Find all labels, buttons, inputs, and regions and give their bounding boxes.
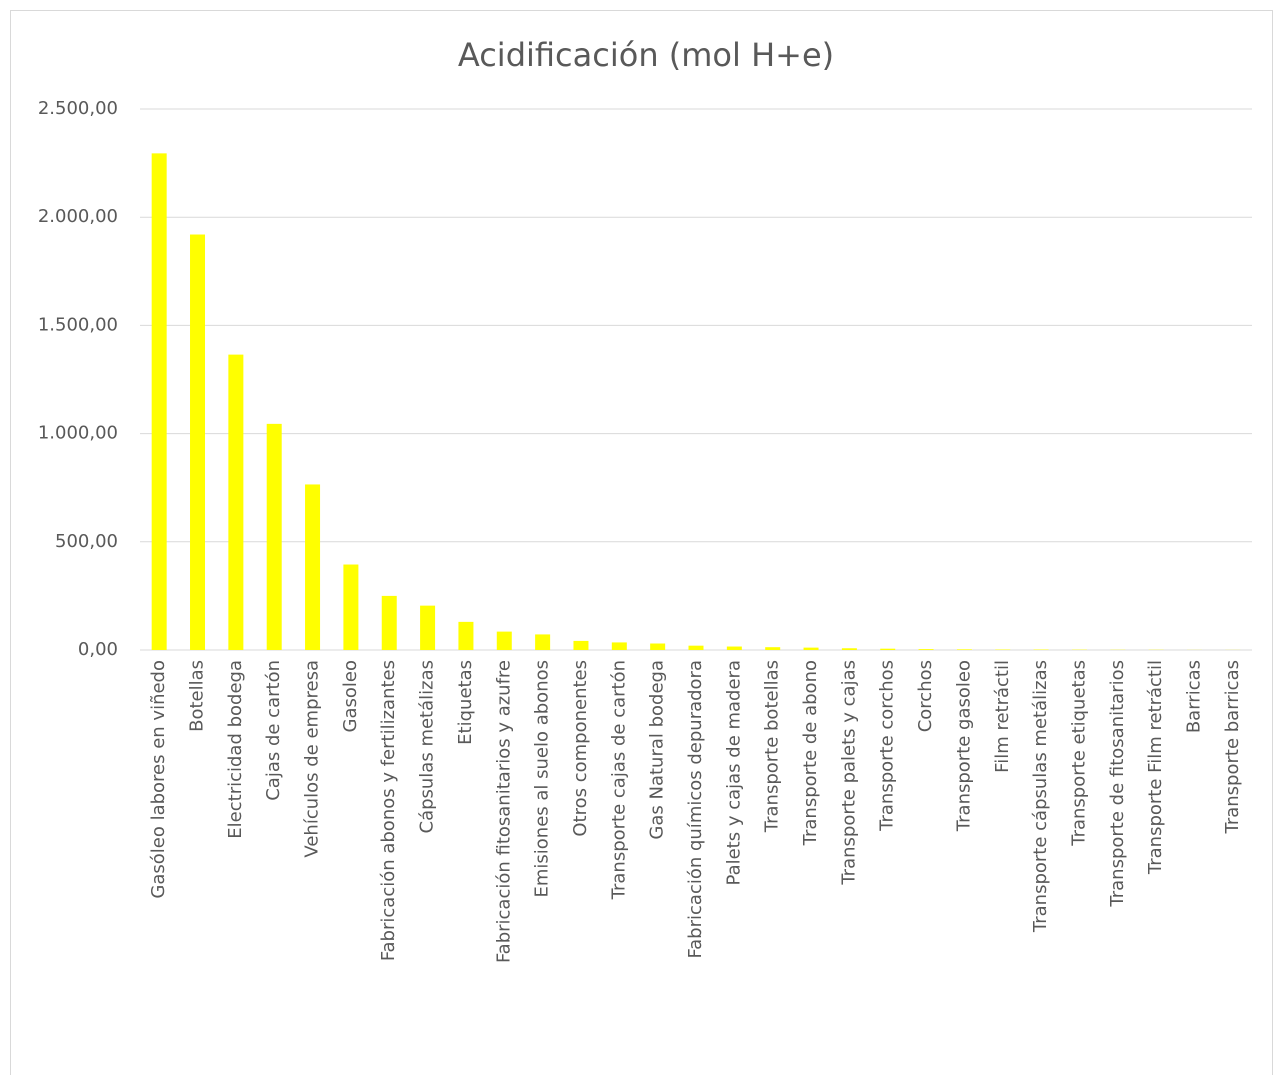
- x-tick-label: Otros componentes: [570, 660, 591, 837]
- x-tick-label: Transporte barricas: [1222, 660, 1243, 835]
- bar: [535, 634, 550, 650]
- x-tick-label: Transporte cajas de cartón: [608, 660, 629, 900]
- bar: [573, 641, 588, 650]
- bar: [919, 649, 934, 650]
- x-tick-label: Cápsulas metálizas: [417, 660, 438, 834]
- bar: [267, 424, 282, 650]
- x-tick-label: Transporte gasoleo: [953, 660, 974, 832]
- y-tick-label: 2.500,00: [38, 98, 118, 119]
- x-tick-label: Barricas: [1183, 660, 1204, 733]
- x-tick-label: Emisiones al suelo abonos: [532, 660, 553, 898]
- x-tick-label: Transporte corchos: [877, 660, 898, 832]
- x-tick-label: Transporte de abono: [800, 660, 821, 846]
- bar: [765, 647, 780, 650]
- y-tick-label: 1.500,00: [38, 314, 118, 335]
- bar: [152, 153, 167, 650]
- x-tick-label: Transporte etiquetas: [1068, 660, 1089, 847]
- x-tick-label: Palets y cajas de madera: [723, 660, 744, 885]
- y-tick-label: 500,00: [55, 531, 118, 552]
- x-tick-label: Transporte palets y cajas: [838, 660, 859, 886]
- bar: [804, 648, 819, 650]
- x-tick-label: Transporte botellas: [762, 660, 783, 833]
- bar: [382, 596, 397, 650]
- x-tick-label: Transporte cápsulas metálizas: [1030, 660, 1051, 933]
- bar: [458, 622, 473, 650]
- bar: [190, 235, 205, 650]
- x-tick-label: Gas Natural bodega: [647, 660, 668, 840]
- x-tick-label: Etiquetas: [455, 660, 476, 745]
- bar: [612, 642, 627, 650]
- x-tick-label: Fabricación abonos y fertilizantes: [378, 660, 399, 961]
- x-tick-label: Transporte Film retráctil: [1145, 660, 1166, 875]
- bar: [880, 649, 895, 650]
- x-tick-label: Electricidad bodega: [225, 660, 246, 839]
- x-tick-label: Transporte de fitosanitarios: [1107, 660, 1128, 908]
- bar: [305, 484, 320, 650]
- bar: [420, 606, 435, 650]
- x-tick-label: Fabricación químicos depuradora: [685, 660, 706, 959]
- x-tick-label: Cajas de cartón: [263, 660, 284, 801]
- bar: [689, 646, 704, 650]
- bar: [228, 355, 243, 650]
- bar: [343, 565, 358, 650]
- x-tick-label: Gasoleo: [340, 660, 361, 732]
- x-tick-label: Botellas: [187, 660, 208, 732]
- bar: [842, 648, 857, 650]
- bar: [727, 647, 742, 650]
- bar: [957, 649, 972, 650]
- bar: [497, 632, 512, 650]
- x-tick-label: Gasóleo labores en viñedo: [148, 660, 169, 899]
- y-tick-label: 1.000,00: [38, 423, 118, 444]
- x-tick-label: Film retráctil: [992, 660, 1013, 773]
- chart-title: Acidificación (mol H+e): [458, 36, 834, 74]
- x-tick-label: Fabricación fitosanitarios y azufre: [493, 660, 514, 963]
- x-tick-label: Corchos: [915, 660, 936, 732]
- y-tick-label: 0,00: [78, 639, 118, 660]
- bar: [650, 644, 665, 650]
- x-tick-label: Vehículos de empresa: [302, 660, 323, 858]
- y-tick-label: 2.000,00: [38, 206, 118, 227]
